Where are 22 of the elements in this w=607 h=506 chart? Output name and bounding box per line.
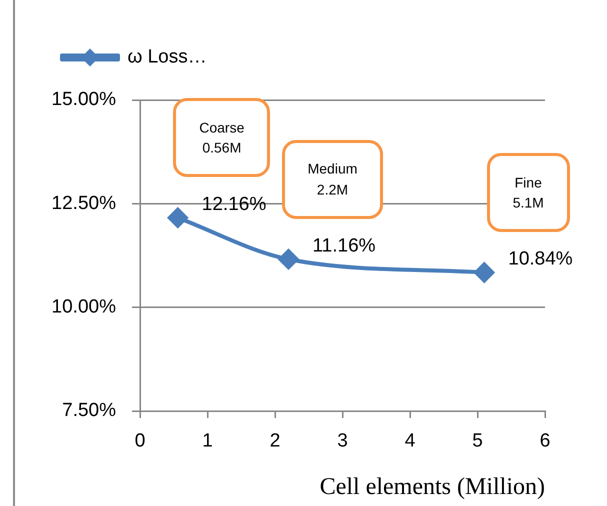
point [168, 208, 188, 228]
y-tick-label: 15.00% [52, 89, 116, 110]
annotation: Fine 5.1M [512, 173, 544, 212]
legend-label: ω Loss… [128, 46, 207, 68]
point [278, 249, 298, 270]
annotation: Coarse 0.56M [199, 118, 244, 158]
x-tick-label: 3 [337, 430, 348, 452]
data-label: 10.84% [508, 248, 573, 270]
x-tick-label: 4 [404, 430, 416, 452]
x-tick-label: 6 [540, 430, 550, 452]
x-tick-label: 0 [134, 430, 146, 452]
x-tick-label: 5 [472, 430, 483, 452]
y-tick-label: 12.50% [52, 192, 116, 214]
point [474, 262, 494, 282]
x-tick-label: 2 [270, 430, 280, 452]
data-label: 11.16% [312, 235, 376, 256]
y-tick-label: 7.50% [62, 400, 116, 422]
x-axis-title: Cell elements (Million) [320, 474, 545, 500]
data-label: 12.16% [202, 194, 266, 215]
x-tick-label: 1 [202, 430, 213, 452]
y-tick-label: 10.00% [52, 296, 116, 318]
annotation: Medium 2.2M [308, 160, 358, 200]
